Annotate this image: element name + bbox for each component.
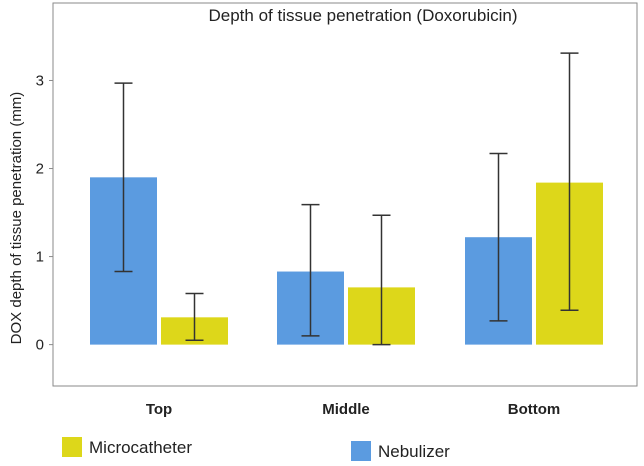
x-category-label: Middle [322, 401, 370, 418]
error-bars [114, 52, 579, 346]
y-tick-label: 3 [36, 72, 44, 89]
x-axis-categories: Top Middle Bottom [146, 401, 560, 418]
plot-area [52, 2, 638, 387]
y-tick-label: 1 [36, 249, 44, 266]
legend-label-microcatheter: Microcatheter [89, 438, 192, 457]
y-tick-label: 2 [36, 161, 44, 178]
y-axis-ticks: 0 1 2 3 [36, 72, 53, 354]
chart-title: Depth of tissue penetration (Doxorubicin… [209, 6, 518, 25]
legend-label-nebulizer: Nebulizer [378, 442, 450, 461]
x-category-label: Bottom [508, 401, 561, 418]
bars [90, 177, 603, 345]
legend-swatch-microcatheter [62, 437, 82, 457]
x-category-label: Top [146, 401, 172, 418]
legend: Microcatheter Nebulizer [62, 437, 450, 461]
y-axis-label: DOX depth of tissue penetration (mm) [8, 92, 25, 345]
y-tick-label: 0 [36, 337, 44, 354]
legend-swatch-nebulizer [351, 441, 371, 461]
